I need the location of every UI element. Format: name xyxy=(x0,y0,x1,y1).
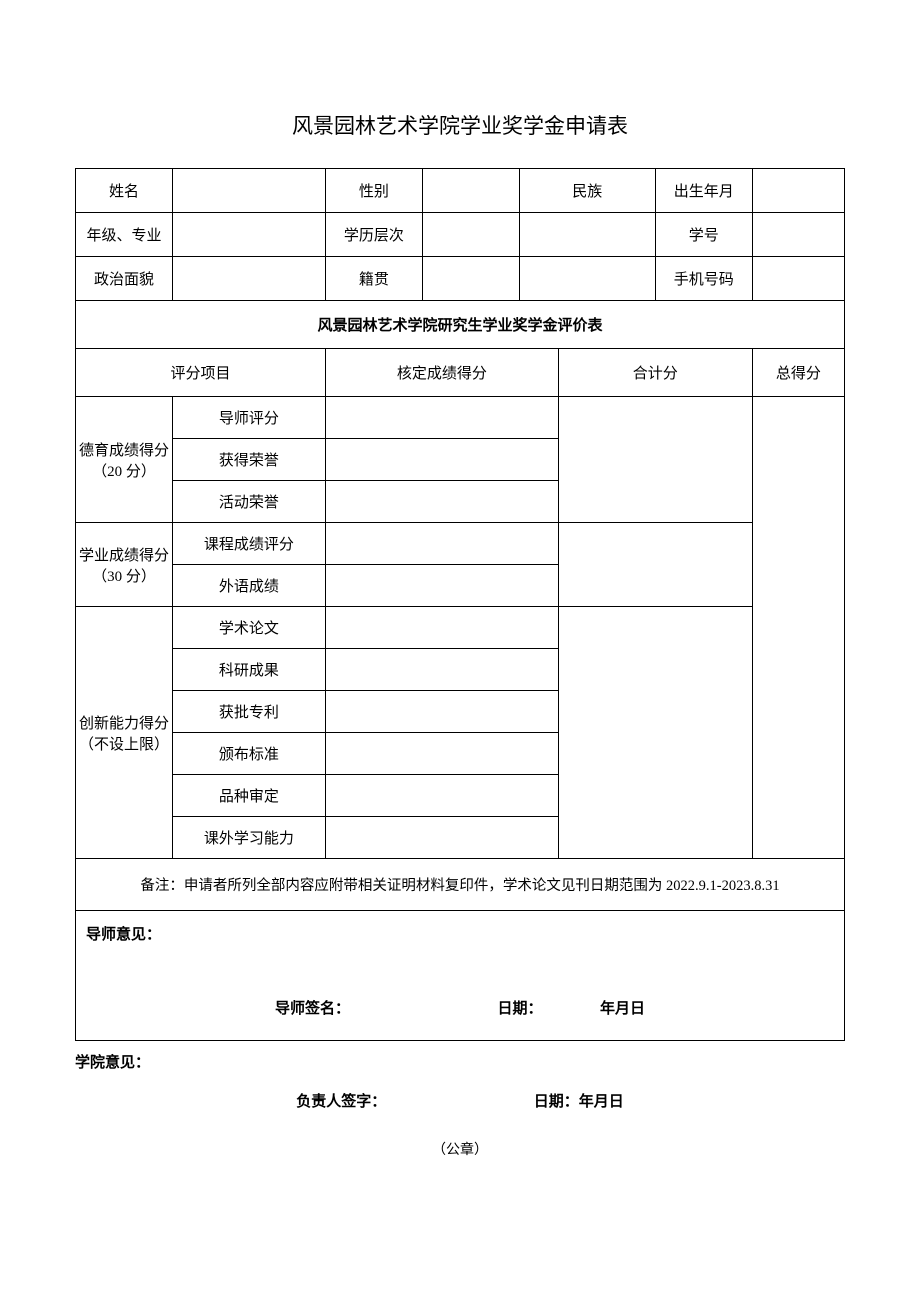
political-value xyxy=(172,257,325,301)
moral-score-2 xyxy=(325,439,558,481)
innovation-sub-5: 品种审定 xyxy=(172,775,325,817)
grand-total xyxy=(752,397,844,859)
academic-subtotal xyxy=(558,523,752,607)
academic-label: 学业成绩得分 （30 分） xyxy=(76,523,173,607)
edu-level-label: 学历层次 xyxy=(325,213,422,257)
academic-row-1: 学业成绩得分 （30 分） 课程成绩评分 xyxy=(76,523,845,565)
grade-major-value xyxy=(172,213,325,257)
innovation-score-1 xyxy=(325,607,558,649)
advisor-date-suffix: 年月日 xyxy=(600,1001,645,1017)
gender-label: 性别 xyxy=(325,169,422,213)
form-table: 姓名 性别 民族 出生年月 年级、专业 学历层次 学号 政治面貌 籍贯 手机号码 xyxy=(75,168,845,1041)
innovation-score-4 xyxy=(325,733,558,775)
header-subtotal: 合计分 xyxy=(558,349,752,397)
innovation-score-2 xyxy=(325,649,558,691)
advisor-date-label: 日期： xyxy=(497,1001,542,1017)
ethnicity-label: 民族 xyxy=(519,169,655,213)
birth-label: 出生年月 xyxy=(655,169,752,213)
academic-sub-1: 课程成绩评分 xyxy=(172,523,325,565)
moral-label: 德育成绩得分 （20 分） xyxy=(76,397,173,523)
academic-score-2 xyxy=(325,565,558,607)
form-page: 风景园林艺术学院学业奖学金申请表 姓名 性别 民族 出生年月 年级、专业 学历层… xyxy=(0,0,920,1219)
moral-score-3 xyxy=(325,481,558,523)
innovation-sub-1: 学术论文 xyxy=(172,607,325,649)
hometown-label: 籍贯 xyxy=(325,257,422,301)
moral-sub-3: 活动荣誉 xyxy=(172,481,325,523)
advisor-sign-label: 导师签名： xyxy=(275,1001,350,1017)
innovation-score-6 xyxy=(325,817,558,859)
innovation-sub-6: 课外学习能力 xyxy=(172,817,325,859)
note-text: 备注：申请者所列全部内容应附带相关证明材料复印件，学术论文见刊日期范围为 202… xyxy=(76,859,845,911)
info-row-3: 政治面貌 籍贯 手机号码 xyxy=(76,257,845,301)
innovation-sub-3: 获批专利 xyxy=(172,691,325,733)
college-sign-line: 负责人签字： 日期：年月日 xyxy=(75,1090,845,1111)
advisor-label: 导师意见： xyxy=(86,923,834,944)
seal-text: （公章） xyxy=(75,1139,845,1159)
moral-subtotal xyxy=(558,397,752,523)
moral-sub-2: 获得荣誉 xyxy=(172,439,325,481)
academic-score-1 xyxy=(325,523,558,565)
advisor-row: 导师意见： 导师签名： 日期： 年月日 xyxy=(76,911,845,1041)
college-section: 学院意见： 负责人签字： 日期：年月日 （公章） xyxy=(75,1041,845,1159)
advisor-cell: 导师意见： 导师签名： 日期： 年月日 xyxy=(76,911,845,1041)
student-id-label: 学号 xyxy=(655,213,752,257)
innovation-sub-2: 科研成果 xyxy=(172,649,325,691)
name-value xyxy=(172,169,325,213)
moral-row-1: 德育成绩得分 （20 分） 导师评分 xyxy=(76,397,845,439)
moral-sub-1: 导师评分 xyxy=(172,397,325,439)
innovation-score-5 xyxy=(325,775,558,817)
header-total: 总得分 xyxy=(752,349,844,397)
ethnicity-value xyxy=(519,213,655,257)
info-row-1: 姓名 性别 民族 出生年月 xyxy=(76,169,845,213)
political-label: 政治面貌 xyxy=(76,257,173,301)
innovation-subtotal xyxy=(558,607,752,859)
moral-score-1 xyxy=(325,397,558,439)
grade-major-label: 年级、专业 xyxy=(76,213,173,257)
name-label: 姓名 xyxy=(76,169,173,213)
innovation-score-3 xyxy=(325,691,558,733)
subtitle-row: 风景园林艺术学院研究生学业奖学金评价表 xyxy=(76,301,845,349)
header-item: 评分项目 xyxy=(76,349,326,397)
info-row-2: 年级、专业 学历层次 学号 xyxy=(76,213,845,257)
phone-value xyxy=(752,257,844,301)
college-date: 日期：年月日 xyxy=(534,1094,624,1110)
hometown-value xyxy=(422,257,519,301)
innovation-row-1: 创新能力得分 （不设上限） 学术论文 xyxy=(76,607,845,649)
subtitle: 风景园林艺术学院研究生学业奖学金评价表 xyxy=(76,301,845,349)
birth-value xyxy=(752,169,844,213)
note-row: 备注：申请者所列全部内容应附带相关证明材料复印件，学术论文见刊日期范围为 202… xyxy=(76,859,845,911)
gender-value xyxy=(422,169,519,213)
edu-level-value xyxy=(422,213,519,257)
student-id-value xyxy=(752,213,844,257)
innovation-label: 创新能力得分 （不设上限） xyxy=(76,607,173,859)
score-header-row: 评分项目 核定成绩得分 合计分 总得分 xyxy=(76,349,845,397)
hometown-value2 xyxy=(519,257,655,301)
header-approved: 核定成绩得分 xyxy=(325,349,558,397)
academic-sub-2: 外语成绩 xyxy=(172,565,325,607)
college-label: 学院意见： xyxy=(75,1051,845,1072)
form-title: 风景园林艺术学院学业奖学金申请表 xyxy=(75,110,845,140)
innovation-sub-4: 颁布标准 xyxy=(172,733,325,775)
phone-label: 手机号码 xyxy=(655,257,752,301)
college-sign-label: 负责人签字： xyxy=(296,1094,386,1110)
advisor-sign-line: 导师签名： 日期： 年月日 xyxy=(76,997,844,1018)
